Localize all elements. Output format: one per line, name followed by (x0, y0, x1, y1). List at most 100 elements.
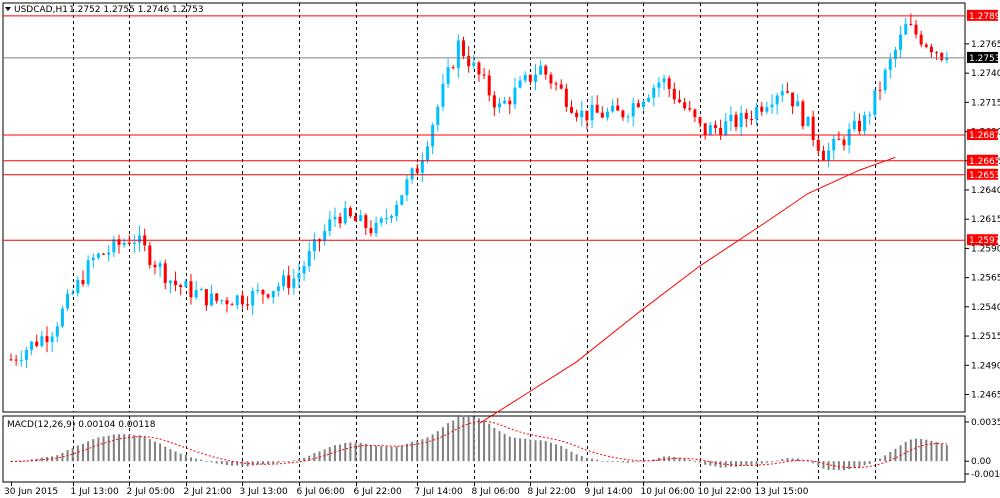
candle[interactable] (333, 207, 337, 227)
candle[interactable] (297, 263, 301, 288)
candle[interactable] (302, 260, 306, 281)
candle[interactable] (390, 214, 394, 224)
candle[interactable] (796, 94, 800, 107)
candle[interactable] (323, 224, 327, 246)
candle[interactable] (595, 95, 599, 113)
candle[interactable] (837, 131, 841, 140)
candle[interactable] (431, 122, 435, 155)
dropdown-triangle-icon[interactable] (5, 7, 11, 11)
candle[interactable] (14, 354, 18, 366)
candle[interactable] (693, 108, 697, 122)
candle[interactable] (184, 278, 188, 288)
candle[interactable] (724, 113, 728, 137)
candle[interactable] (420, 152, 424, 182)
candle[interactable] (348, 206, 352, 219)
candle[interactable] (497, 97, 501, 113)
candle[interactable] (482, 68, 486, 80)
candle[interactable] (734, 111, 738, 132)
candle[interactable] (328, 211, 332, 237)
candle[interactable] (292, 268, 296, 295)
candle[interactable] (791, 92, 795, 115)
candle[interactable] (441, 73, 445, 111)
candle[interactable] (621, 109, 625, 121)
candle[interactable] (307, 241, 311, 272)
candle[interactable] (528, 74, 532, 86)
candle[interactable] (107, 245, 111, 262)
candle[interactable] (282, 269, 286, 291)
candle[interactable] (549, 72, 553, 89)
candle[interactable] (878, 81, 882, 101)
candle[interactable] (384, 208, 388, 225)
candle[interactable] (533, 64, 537, 91)
candle[interactable] (667, 75, 671, 98)
candle[interactable] (785, 82, 789, 94)
candle[interactable] (523, 71, 527, 84)
candle[interactable] (179, 283, 183, 296)
candle[interactable] (76, 276, 80, 297)
candle[interactable] (138, 225, 142, 252)
candle[interactable] (929, 43, 933, 58)
candle[interactable] (40, 331, 44, 348)
candle[interactable] (698, 116, 702, 128)
candle[interactable] (503, 96, 507, 105)
candle[interactable] (755, 103, 759, 126)
candle[interactable] (451, 65, 455, 70)
candle[interactable] (539, 60, 543, 76)
candle[interactable] (605, 107, 609, 121)
candle[interactable] (261, 289, 265, 304)
candle[interactable] (235, 294, 239, 310)
candle[interactable] (780, 83, 784, 103)
candle[interactable] (940, 52, 944, 62)
candle[interactable] (888, 53, 892, 79)
candle[interactable] (246, 296, 250, 311)
candle[interactable] (256, 283, 260, 294)
candle[interactable] (379, 216, 383, 227)
candle[interactable] (426, 140, 430, 164)
candle[interactable] (30, 340, 34, 356)
candle[interactable] (215, 293, 219, 304)
candle[interactable] (821, 145, 825, 161)
candle[interactable] (631, 97, 635, 127)
candle[interactable] (672, 82, 676, 104)
candle[interactable] (91, 253, 95, 269)
candle[interactable] (883, 67, 887, 94)
candle[interactable] (158, 260, 162, 278)
candle[interactable] (832, 135, 836, 160)
candle[interactable] (847, 122, 851, 154)
candle[interactable] (513, 77, 517, 110)
candle[interactable] (210, 284, 214, 307)
candle[interactable] (96, 252, 100, 261)
candle[interactable] (102, 252, 106, 256)
candle[interactable] (81, 270, 85, 287)
candle[interactable] (220, 299, 224, 305)
candle[interactable] (19, 350, 23, 367)
candle[interactable] (369, 220, 373, 237)
candle[interactable] (909, 13, 913, 26)
candle[interactable] (863, 111, 867, 136)
candle[interactable] (266, 293, 270, 300)
candle[interactable] (708, 121, 712, 136)
candle[interactable] (436, 104, 440, 132)
candle[interactable] (600, 106, 604, 119)
candle[interactable] (544, 64, 548, 80)
candle[interactable] (765, 101, 769, 115)
candle[interactable] (132, 234, 136, 253)
candle[interactable] (199, 287, 203, 291)
candle[interactable] (395, 200, 399, 222)
candle[interactable] (585, 110, 589, 130)
candle[interactable] (508, 96, 512, 115)
candle[interactable] (415, 164, 419, 174)
candle[interactable] (189, 273, 193, 305)
candle[interactable] (225, 297, 229, 313)
candle[interactable] (564, 83, 568, 112)
candle[interactable] (364, 213, 368, 235)
candle[interactable] (492, 91, 496, 117)
candle[interactable] (194, 280, 198, 300)
candle[interactable] (647, 94, 651, 103)
candle[interactable] (806, 116, 810, 127)
candle[interactable] (168, 279, 172, 294)
candle[interactable] (86, 255, 90, 287)
candle[interactable] (518, 75, 522, 89)
candle[interactable] (713, 120, 717, 134)
candle[interactable] (60, 305, 64, 329)
